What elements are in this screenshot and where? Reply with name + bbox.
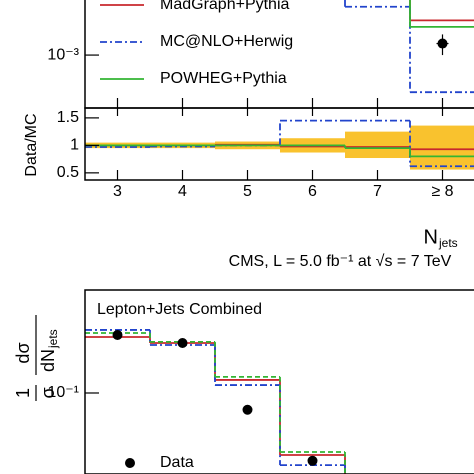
legend-marker (125, 458, 135, 468)
x-tick-label: 7 (373, 183, 382, 200)
y-label-part: 1 (13, 388, 33, 398)
x-axis-label-sub: jets (438, 236, 458, 250)
x-tick-label: 4 (178, 183, 187, 200)
legend-label: POWHEG+Pythia (160, 70, 287, 87)
y-label-part: dσ (13, 342, 33, 363)
y-tick-label: 10⁻¹ (47, 384, 79, 401)
data-point (437, 38, 448, 49)
annotation: Lepton+Jets Combined (97, 301, 262, 318)
legend-label: MC@NLO+Herwig (160, 33, 293, 50)
legend-label: MadGraph+Pythia (160, 0, 290, 13)
x-tick-label: 3 (113, 183, 122, 200)
y-axis-label: 1 σ dσ dN jets (13, 315, 60, 401)
y-axis-label: Data/MC (23, 113, 40, 176)
plot-frame (84, 289, 474, 474)
y-tick-label: 1 (70, 137, 79, 154)
x-axis-label: N (424, 226, 438, 248)
uncertainty-band (345, 131, 410, 159)
data-point (242, 404, 253, 415)
y-label-part: jets (46, 329, 60, 349)
y-label-part: dN (38, 349, 58, 372)
uncertainty-band (410, 125, 474, 170)
y-label-part: σ (38, 387, 58, 398)
y-tick-label: 0.5 (57, 164, 79, 181)
data-point (177, 337, 188, 348)
x-tick-label: 5 (243, 183, 252, 200)
x-tick-label: ≥ 8 (431, 183, 453, 200)
plot-frame (84, 107, 474, 181)
data-point (307, 455, 318, 466)
data-point (112, 329, 123, 340)
chart-title: CMS, L = 5.0 fb⁻¹ at √s = 7 TeV (229, 253, 452, 270)
x-tick-label: 6 (308, 183, 317, 200)
y-tick-label: 10⁻³ (47, 46, 79, 63)
y-tick-label: 1.5 (57, 109, 79, 126)
legend-label: Data (160, 454, 194, 471)
